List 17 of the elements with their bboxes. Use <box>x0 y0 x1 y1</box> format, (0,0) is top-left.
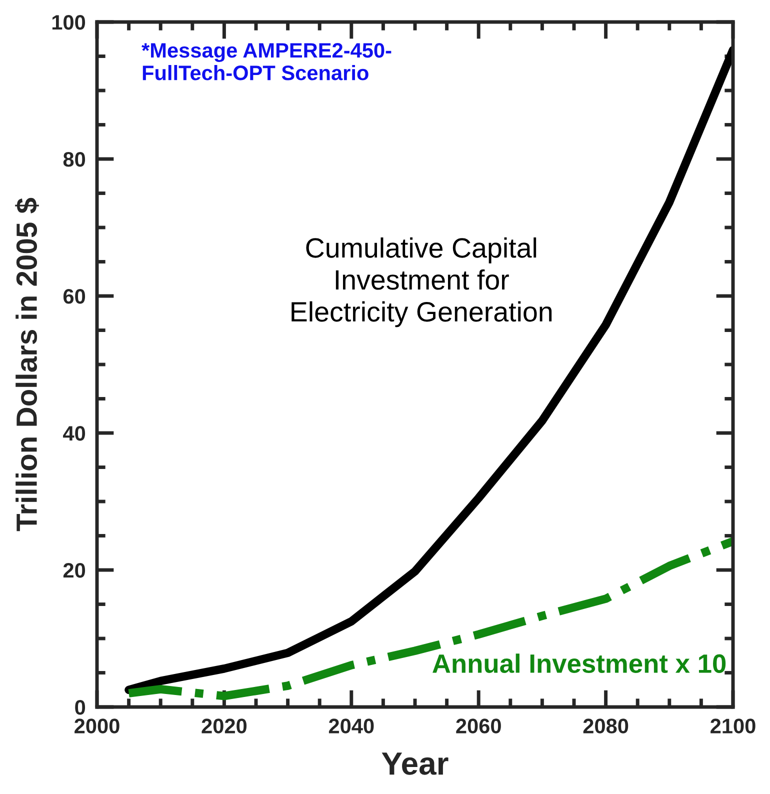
y-tick-label: 20 <box>63 563 86 578</box>
y-tick-label: 40 <box>63 426 86 441</box>
series-label: Annual Investment x 10 <box>432 654 726 673</box>
y-axis-title: Trillion Dollars in 2005 $ <box>15 198 39 532</box>
y-tick-label: 80 <box>63 152 86 167</box>
x-axis-title: Year <box>382 752 448 775</box>
x-tick-label: 2080 <box>583 718 628 734</box>
x-tick-label: 2040 <box>328 718 374 734</box>
y-tick-label: 60 <box>63 289 86 304</box>
annotation: *Message AMPERE2-450- FullTech-OPT Scenario <box>142 43 392 80</box>
y-tick-label: 100 <box>52 15 86 30</box>
x-tick-label: 2100 <box>710 718 756 734</box>
x-tick-label: 2000 <box>74 718 120 734</box>
x-tick-label: 2020 <box>202 718 247 734</box>
series-label: Cumulative Capital Investment for Electricity Generation <box>292 237 552 328</box>
y-tick-label: 0 <box>75 700 86 715</box>
x-tick-label: 2060 <box>456 718 501 734</box>
